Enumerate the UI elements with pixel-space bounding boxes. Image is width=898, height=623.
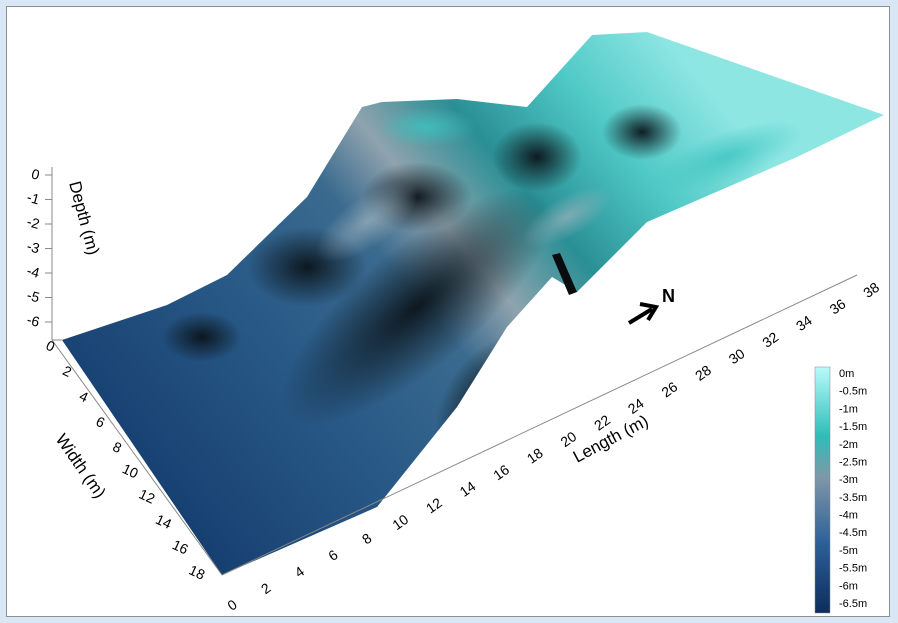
length-tick-label: 18 [524, 445, 546, 467]
width-tick-label: 0 [44, 337, 58, 355]
length-tick-label: 34 [793, 312, 815, 334]
colorbar-label: -6.5m [839, 598, 867, 610]
length-tick-label: 32 [759, 329, 781, 351]
depth-tick-label: -5 [25, 287, 41, 306]
colorbar-label: 0m [839, 368, 854, 380]
colorbar-label: -5m [839, 545, 858, 557]
width-tick-label: 14 [153, 511, 174, 532]
length-tick-label: 26 [658, 378, 680, 400]
ridge-highlight [522, 186, 612, 248]
length-tick-label: 38 [860, 279, 882, 301]
colorbar-label: -6m [839, 580, 858, 592]
length-tick-label: 2 [258, 579, 274, 597]
pit-shadow-3 [602, 104, 682, 160]
colorbar-label: -4m [839, 510, 858, 522]
length-tick-label: 30 [726, 345, 748, 367]
north-label: N [662, 286, 675, 306]
colorbar-label: -4.5m [839, 527, 867, 539]
depth-tick-label: 0 [30, 165, 42, 183]
depth-tick-label: -3 [25, 238, 41, 257]
plot-frame: 0 -1 -2 -3 -4 -5 -6 0 2 4 6 8 10 12 14 16 18 0 2 4 6 8 10 12 1… [6, 6, 890, 617]
depth-tick-label: -1 [25, 189, 41, 208]
colorbar: 0m -0.5m -1m -1.5m -2m -2.5m -3m -3.5m -4m -4.5m -… [814, 366, 867, 614]
width-tick-label: 12 [137, 486, 158, 507]
width-tick-label: 6 [94, 413, 108, 431]
colorbar-labels: 0m -0.5m -1m -1.5m -2m -2.5m -3m -3.5m -4m -4.5m -… [839, 368, 867, 610]
colorbar-label: -5.5m [839, 563, 867, 575]
colorbar-label: -2m [839, 439, 858, 451]
length-tick-label: 4 [292, 563, 308, 581]
cliff-edge [552, 253, 577, 295]
width-tick-label: 10 [120, 460, 141, 481]
width-tick-label: 18 [187, 562, 208, 583]
colorbar-label: -3.5m [839, 492, 867, 504]
teal-patch-1 [377, 107, 477, 147]
length-axis-title: Length (m) [570, 411, 652, 466]
length-tick-label: 8 [359, 530, 375, 548]
depth-axis-title: Depth (m) [65, 179, 103, 257]
width-tick-label: 16 [170, 536, 191, 557]
colorbar-label: -3m [839, 474, 858, 486]
width-axis-title: Width (m) [52, 430, 110, 501]
length-tick-label: 28 [692, 362, 714, 384]
pit-shadow-2 [492, 122, 582, 192]
length-tick-label: 36 [827, 295, 849, 317]
teal-patch-2 [651, 120, 803, 194]
colorbar-label: -2.5m [839, 456, 867, 468]
depth-tick-group: 0 -1 -2 -3 -4 -5 -6 [25, 165, 52, 330]
depth-tick-label: -2 [25, 213, 41, 232]
length-tick-label: 10 [389, 511, 411, 533]
mid-highlight [315, 181, 419, 263]
length-tick-label: 12 [423, 494, 445, 516]
length-tick-label: 6 [325, 546, 341, 564]
mound-shadow [162, 312, 242, 362]
north-arrow-icon [627, 302, 660, 325]
depth-tick-label: -6 [25, 311, 41, 330]
ridge-shadow [281, 188, 553, 426]
width-tick-label: 4 [77, 388, 91, 406]
colorbar-gradient [814, 366, 831, 614]
colorbar-label: -1m [839, 403, 858, 415]
length-tick-label: 16 [490, 461, 512, 483]
length-tick-label: 0 [224, 596, 240, 614]
width-tick-label: 8 [110, 438, 124, 456]
colorbar-label: -1.5m [839, 421, 867, 433]
width-tick-label: 2 [60, 362, 74, 380]
depth-tick-label: -4 [25, 262, 41, 281]
depth-axis [51, 167, 858, 576]
colorbar-label: -0.5m [839, 386, 867, 398]
length-tick-label: 14 [457, 478, 479, 500]
